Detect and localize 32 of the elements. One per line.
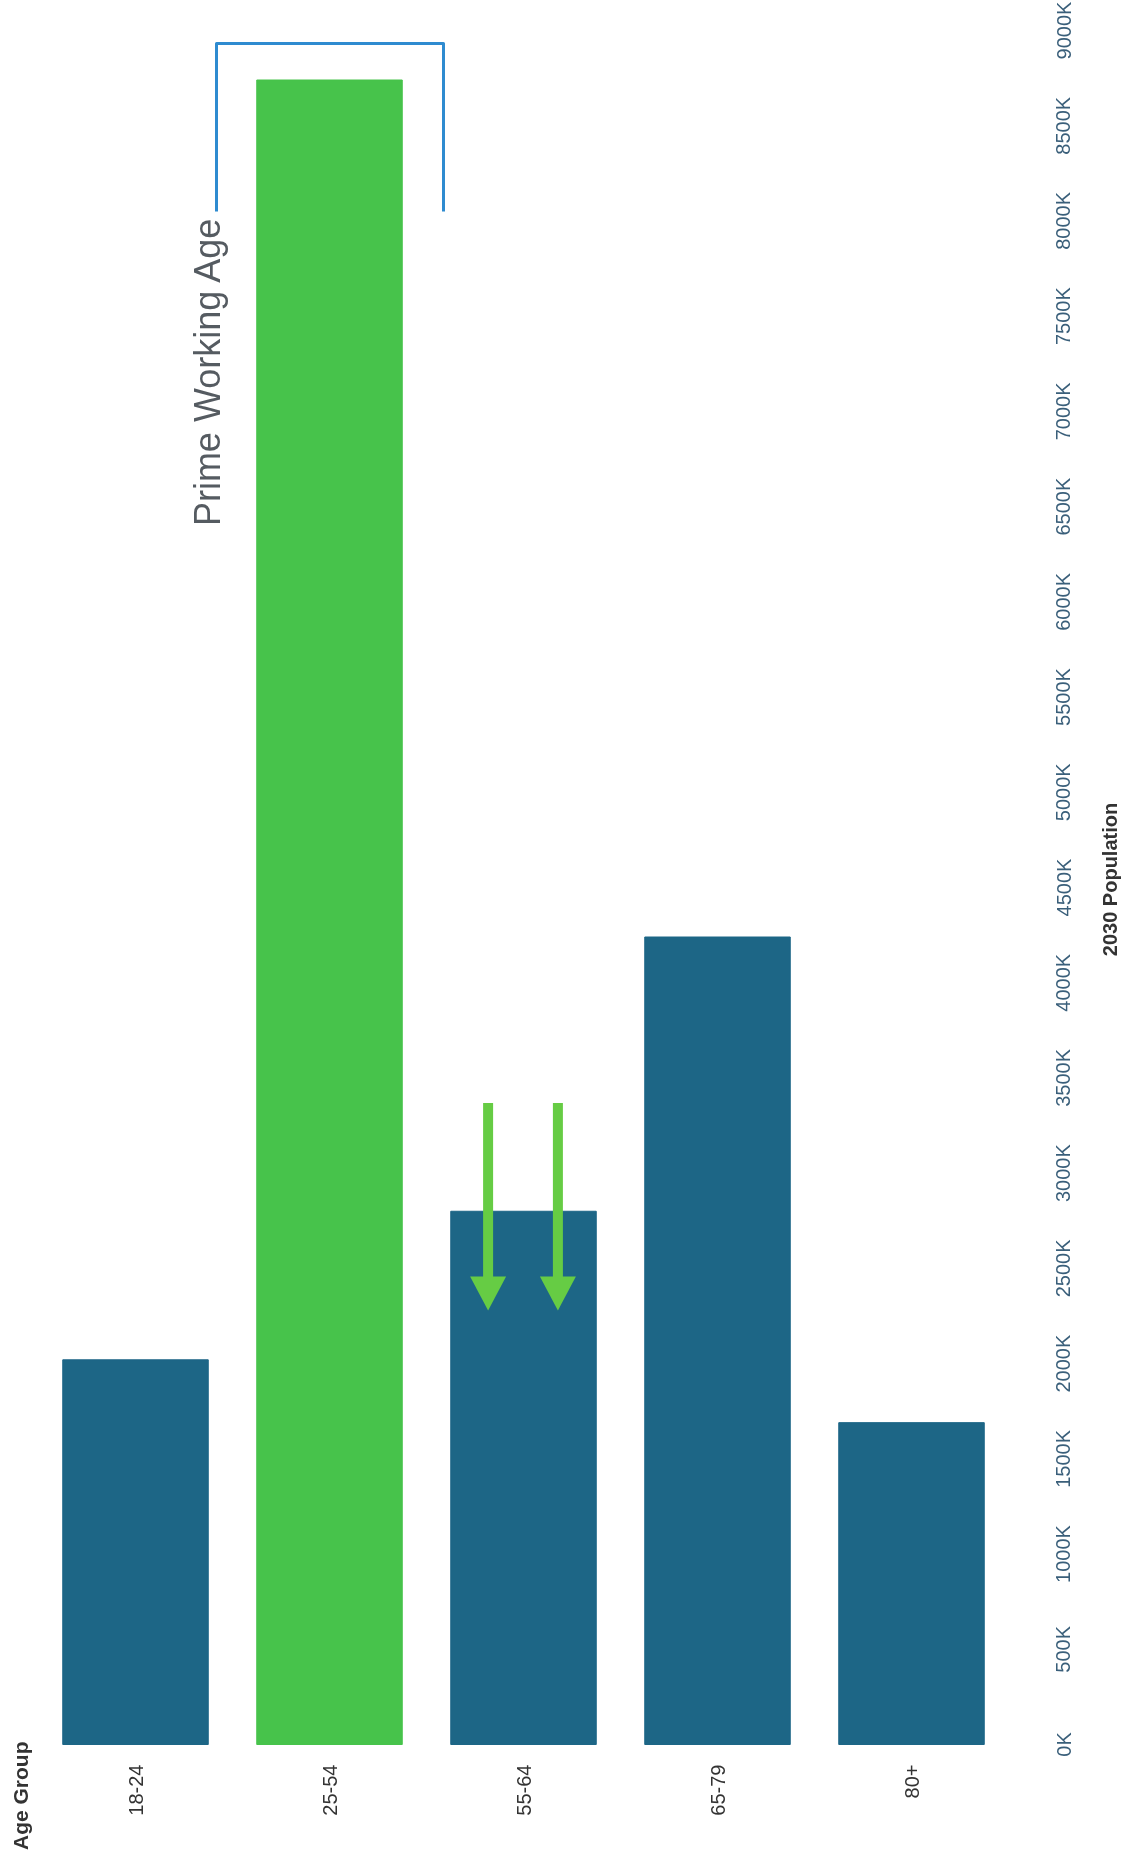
bar (62, 1359, 209, 1745)
y-tick-label: 8000K (1052, 191, 1075, 250)
x-tick-label: 25-54 (318, 1764, 341, 1816)
y-tick-label: 500K (1052, 1625, 1075, 1673)
x-tick-label: 80+ (900, 1764, 923, 1799)
bar (450, 1210, 597, 1745)
x-tick-label: 18-24 (124, 1764, 147, 1816)
y-tick-label: 6000K (1052, 572, 1075, 631)
y-tick-label: 2500K (1052, 1238, 1075, 1298)
y-tick-label: 3000K (1052, 1143, 1075, 1203)
y-tick-label: 8500K (1052, 96, 1075, 155)
y-tick-label: 6500K (1052, 477, 1075, 536)
y-tick-label: 0K (1052, 1731, 1075, 1757)
y-tick-label: 5500K (1052, 667, 1075, 726)
y-tick-label: 5000K (1052, 762, 1075, 822)
y-tick-label: 1000K (1052, 1524, 1075, 1583)
bar (256, 79, 403, 1745)
y-tick-label: 4500K (1052, 857, 1075, 917)
y-tick-label: 1500K (1052, 1429, 1075, 1488)
bar (838, 1422, 985, 1745)
y-tick-label: 3500K (1052, 1048, 1075, 1107)
x-tick-label: 65-79 (706, 1764, 729, 1816)
annotation: Prime Working Age (186, 218, 228, 527)
y-axis-title: 2030 Population (1098, 802, 1121, 957)
text: Age Group (9, 1741, 32, 1850)
x-tick-label: 55-64 (512, 1764, 535, 1816)
y-tick-label: 2000K (1052, 1334, 1075, 1393)
bar (644, 936, 791, 1745)
y-tick-label: 7000K (1052, 381, 1075, 441)
y-tick-label: 7500K (1052, 286, 1075, 346)
y-tick-label: 9000K (1052, 0, 1075, 60)
y-tick-label: 4000K (1052, 953, 1075, 1012)
